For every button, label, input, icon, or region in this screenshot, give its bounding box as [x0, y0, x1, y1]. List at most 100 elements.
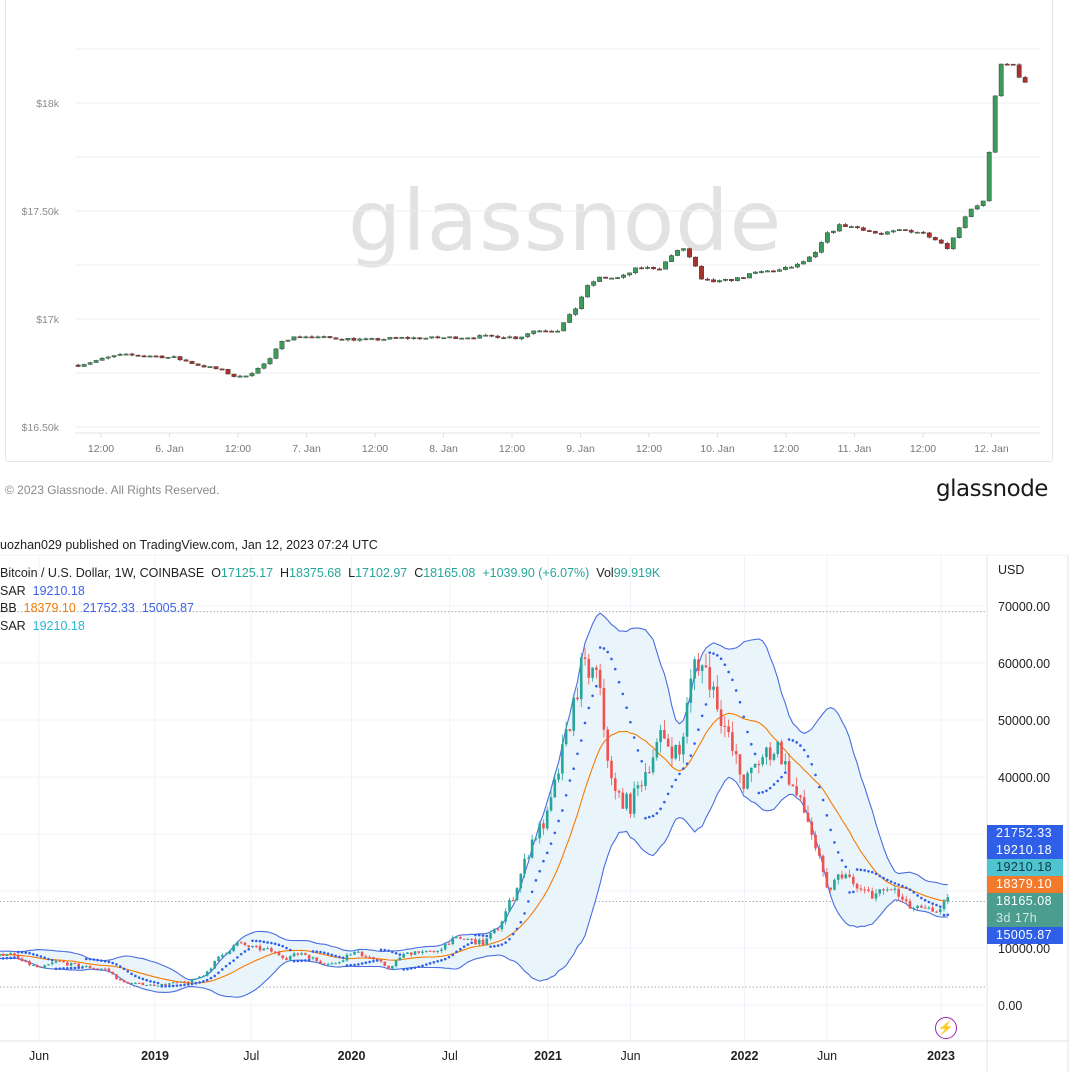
sar-dot: [13, 956, 16, 959]
candle-up: [651, 757, 655, 773]
sar-dot: [394, 951, 398, 955]
candle-down: [213, 366, 219, 370]
legend-symbol-row[interactable]: Bitcoin / U.S. Dollar, 1W, COINBASE O171…: [0, 565, 660, 583]
candle-up: [205, 971, 209, 976]
candle-up: [213, 961, 217, 969]
x-tick-label: 9. Jan: [566, 443, 595, 455]
candle-up: [942, 901, 946, 910]
candle-down: [678, 744, 681, 755]
legend-sar-row[interactable]: SAR 19210.18: [0, 583, 660, 601]
candle-up: [87, 362, 93, 365]
sar-dot: [542, 859, 545, 863]
candle-up: [485, 938, 489, 945]
sar-dot: [693, 742, 696, 745]
candle-down: [417, 337, 423, 340]
candle-down: [859, 888, 863, 890]
candle-up: [9, 953, 12, 955]
x-tick-label: 8. Jan: [429, 443, 458, 455]
candle-down: [243, 942, 247, 946]
candle-up: [564, 729, 568, 745]
candle-down: [462, 938, 466, 940]
candle-up: [572, 697, 575, 731]
candle-up: [789, 266, 794, 269]
candle-up: [573, 308, 579, 315]
sar-dot: [572, 767, 575, 771]
bb-lower-line: [0, 776, 948, 998]
sar-dot: [923, 898, 927, 902]
sar-dot: [836, 851, 840, 854]
candle-up: [874, 893, 878, 899]
candle-down: [96, 968, 99, 970]
sar-dot: [432, 960, 436, 964]
currency-label[interactable]: USD: [998, 563, 1025, 577]
candle-up: [402, 953, 405, 958]
x-tick-label: 12. Jan: [974, 443, 1009, 455]
candle-up: [663, 261, 668, 270]
candle-up: [525, 333, 531, 338]
candle-up: [555, 330, 561, 333]
candle-down: [319, 961, 322, 964]
sar-dot: [595, 684, 598, 688]
legend-bb-row[interactable]: BB 18379.10 21752.33 15005.87: [0, 600, 660, 618]
candle-down: [704, 665, 708, 668]
sar-dot: [322, 951, 326, 955]
sar-dot: [470, 941, 473, 945]
sar-dot: [855, 868, 859, 871]
candle-up: [627, 272, 632, 276]
candle-up: [171, 982, 175, 984]
candle-up: [633, 267, 638, 274]
bb-basis-line: [0, 712, 948, 984]
candle-up: [723, 279, 728, 281]
sar-dot: [224, 964, 228, 968]
sar-dot: [319, 950, 322, 954]
low-label: L: [348, 566, 356, 580]
lightning-icon[interactable]: ⚡: [935, 1017, 957, 1039]
sar-dot: [383, 948, 387, 952]
candle-down: [757, 764, 761, 766]
sar-dot: [821, 798, 825, 802]
candle-up: [893, 888, 897, 890]
candle-down: [543, 330, 549, 333]
candle-down: [606, 729, 610, 761]
candle-up: [369, 338, 375, 340]
y-tick-label: 70000.00: [998, 600, 1050, 614]
candle-down: [20, 958, 24, 962]
candle-up: [411, 337, 417, 340]
candle-up: [675, 250, 680, 256]
sar-dot: [160, 985, 164, 988]
candle-down: [639, 267, 644, 270]
sar-dot: [561, 809, 564, 812]
candle-down: [825, 872, 829, 888]
sar-dot: [413, 966, 417, 970]
candle-down: [183, 359, 189, 362]
y-tick-label: 0.00: [998, 999, 1022, 1013]
sar-dot: [734, 689, 738, 692]
sar-dot: [32, 952, 35, 956]
sar-dot: [421, 964, 424, 968]
x-tick-label: 12:00: [636, 443, 662, 455]
candle-up: [489, 933, 492, 939]
candle-up: [549, 797, 553, 811]
sar-dot: [190, 982, 194, 986]
sar-dot: [655, 812, 659, 815]
sar-dot: [54, 967, 58, 971]
legend-sar2-row[interactable]: SAR 19210.18: [0, 618, 660, 636]
sar-dot: [126, 970, 130, 973]
candle-down: [568, 729, 572, 731]
sar2-label: SAR: [0, 618, 26, 633]
candle-up: [273, 348, 279, 359]
candle-down: [307, 954, 311, 959]
symbol-name: Bitcoin / U.S. Dollar, 1W, COINBASE: [0, 566, 205, 580]
candle-down: [73, 963, 77, 965]
candle-down: [576, 697, 579, 700]
badge-value: 15005.87: [996, 928, 1053, 942]
candle-up: [423, 337, 429, 340]
glassnode-logo[interactable]: glassnode: [936, 476, 1048, 502]
candle-down: [920, 905, 923, 908]
sar-dot: [292, 959, 296, 963]
candle-up: [689, 678, 693, 703]
sar-dot: [481, 934, 485, 937]
sar-dot: [141, 977, 145, 981]
candle-down: [863, 889, 866, 891]
